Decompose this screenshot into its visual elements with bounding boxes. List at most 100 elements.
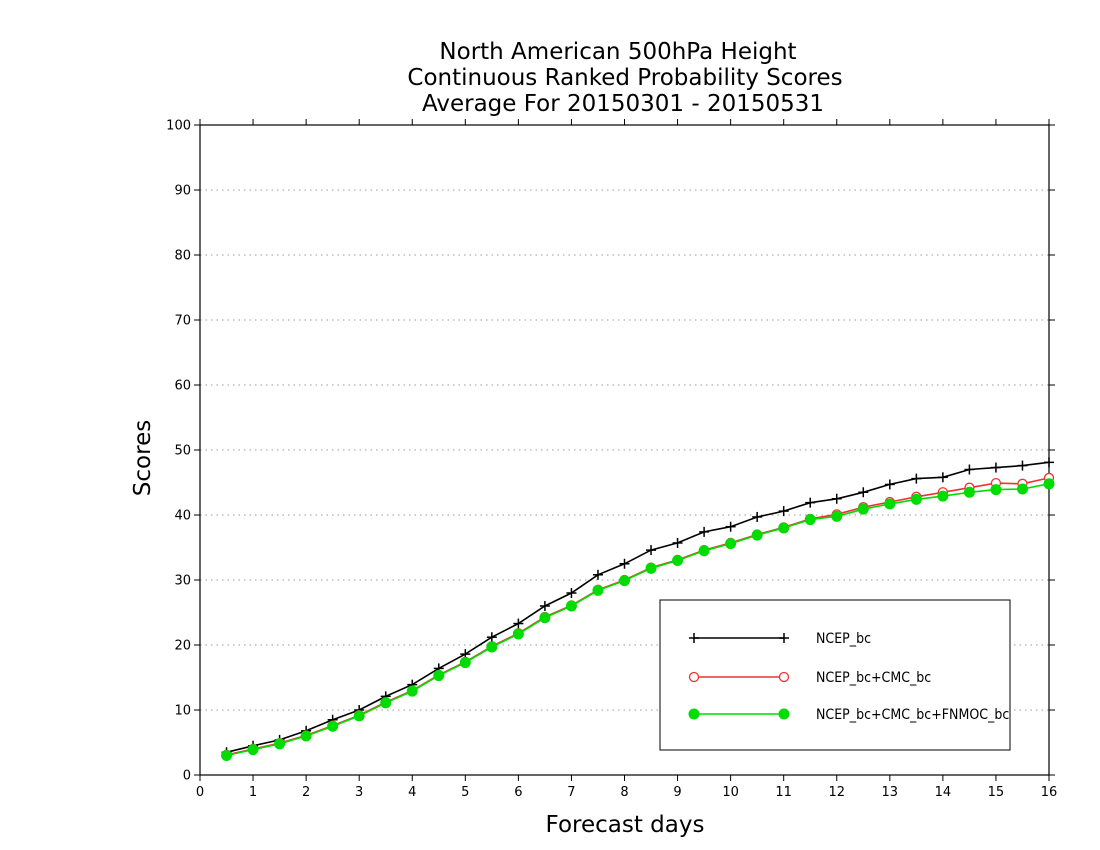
filled-circle-marker — [688, 708, 700, 720]
legend: NCEP_bc NCEP_bc+CMC_bc NCEP_bc+CMC_bc+FNMO… — [659, 599, 1011, 751]
x-tick-label: 0 — [196, 785, 204, 800]
x-tick-label: 10 — [722, 785, 739, 800]
plus-marker — [486, 632, 497, 643]
x-axis-label: Forecast days — [546, 812, 705, 838]
filled-circle-marker — [300, 730, 312, 742]
x-tick-label: 8 — [620, 785, 628, 800]
y-tick-label: 70 — [174, 314, 191, 329]
x-tick-label: 11 — [775, 785, 792, 800]
legend-label: NCEP_bc+CMC_bc — [816, 670, 931, 686]
x-tick-label: 7 — [567, 785, 575, 800]
filled-circle-marker — [433, 670, 445, 682]
filled-circle-marker — [831, 510, 843, 522]
x-tick-label: 6 — [514, 785, 522, 800]
plus-marker — [672, 537, 683, 548]
x-tick-label: 13 — [882, 785, 899, 800]
legend-box — [659, 599, 1011, 751]
x-tick-label: 15 — [988, 785, 1005, 800]
filled-circle-marker — [672, 555, 684, 566]
x-tick-label: 12 — [828, 785, 845, 800]
filled-circle-marker — [990, 484, 1002, 496]
x-axis-ticks: 0 1 2 3 4 5 6 7 8 9 10 11 12 13 14 15 16 — [196, 119, 1057, 800]
filled-circle-marker — [380, 697, 392, 709]
y-tick-label: 10 — [174, 704, 191, 719]
series-layer — [221, 457, 1055, 761]
x-tick-label: 14 — [935, 785, 952, 800]
chart-title-line-2: Continuous Ranked Probability Scores — [407, 65, 842, 91]
plus-marker — [1017, 460, 1028, 471]
plus-marker — [779, 633, 789, 643]
plus-marker — [911, 473, 922, 484]
x-tick-label: 4 — [408, 785, 416, 800]
filled-circle-marker — [486, 641, 498, 653]
plus-marker — [646, 545, 657, 556]
filled-circle-marker — [778, 708, 790, 720]
plus-marker — [858, 487, 869, 498]
filled-circle-marker — [565, 600, 577, 612]
filled-circle-marker — [459, 657, 471, 669]
filled-circle-marker — [645, 562, 657, 574]
filled-circle-marker — [353, 710, 365, 722]
plus-marker — [884, 479, 895, 490]
plus-marker — [752, 511, 763, 522]
legend-label: NCEP_bc+CMC_bc+FNMOC_bc — [816, 707, 1009, 723]
y-tick-label: 40 — [174, 509, 191, 524]
plus-marker — [513, 618, 524, 629]
plus-marker — [831, 493, 842, 504]
filled-circle-marker — [1016, 483, 1028, 495]
y-axis-label: Scores — [130, 420, 156, 496]
filled-circle-marker — [1043, 478, 1055, 490]
legend-entry: NCEP_bc+CMC_bc — [688, 670, 931, 686]
filled-circle-marker — [963, 486, 975, 498]
plus-marker — [1044, 457, 1054, 468]
y-tick-label: 100 — [166, 119, 191, 134]
filled-circle-marker — [539, 612, 551, 624]
x-tick-label: 16 — [1041, 785, 1058, 800]
chart-title: North American 500hPa Height Continuous … — [407, 39, 842, 117]
filled-circle-marker — [274, 738, 286, 750]
x-tick-label: 3 — [355, 785, 363, 800]
filled-circle-marker — [804, 514, 816, 526]
filled-circle-marker — [592, 584, 604, 596]
open-circle-marker — [688, 671, 700, 683]
filled-circle-marker — [247, 744, 259, 756]
x-tick-label: 1 — [249, 785, 257, 800]
plus-marker — [937, 472, 948, 483]
legend-label: NCEP_bc — [816, 631, 871, 647]
plus-marker — [539, 601, 550, 611]
filled-circle-marker — [910, 493, 922, 505]
filled-circle-marker — [725, 538, 737, 550]
y-tick-label: 50 — [174, 444, 191, 459]
y-tick-label: 20 — [174, 639, 191, 654]
series-3 — [221, 478, 1055, 761]
plus-marker — [778, 506, 789, 517]
filled-circle-marker — [221, 750, 233, 761]
plus-marker — [689, 633, 699, 643]
plus-marker — [699, 526, 710, 537]
filled-circle-marker — [857, 503, 869, 515]
open-circle-marker — [778, 671, 790, 683]
filled-circle-marker — [406, 685, 418, 697]
legend-entry: NCEP_bc+CMC_bc+FNMOC_bc — [688, 707, 1009, 723]
chart-title-line-1: North American 500hPa Height — [439, 39, 796, 65]
legend-entry: NCEP_bc — [689, 631, 871, 647]
series-line — [226, 461, 1050, 754]
plus-marker — [805, 497, 816, 508]
filled-circle-marker — [778, 522, 790, 534]
filled-circle-marker — [327, 720, 339, 732]
plus-marker — [725, 521, 736, 532]
filled-circle-marker — [751, 529, 763, 541]
filled-circle-marker — [512, 628, 524, 640]
plus-marker — [990, 462, 1001, 473]
filled-circle-marker — [884, 498, 896, 510]
y-tick-label: 0 — [183, 769, 191, 784]
x-tick-label: 5 — [461, 785, 469, 800]
filled-circle-marker — [698, 545, 710, 557]
plus-marker — [566, 588, 577, 598]
x-tick-label: 9 — [673, 785, 681, 800]
y-tick-label: 30 — [174, 574, 191, 589]
plus-marker — [619, 558, 630, 569]
plus-marker — [592, 569, 603, 580]
filled-circle-marker — [619, 575, 630, 587]
